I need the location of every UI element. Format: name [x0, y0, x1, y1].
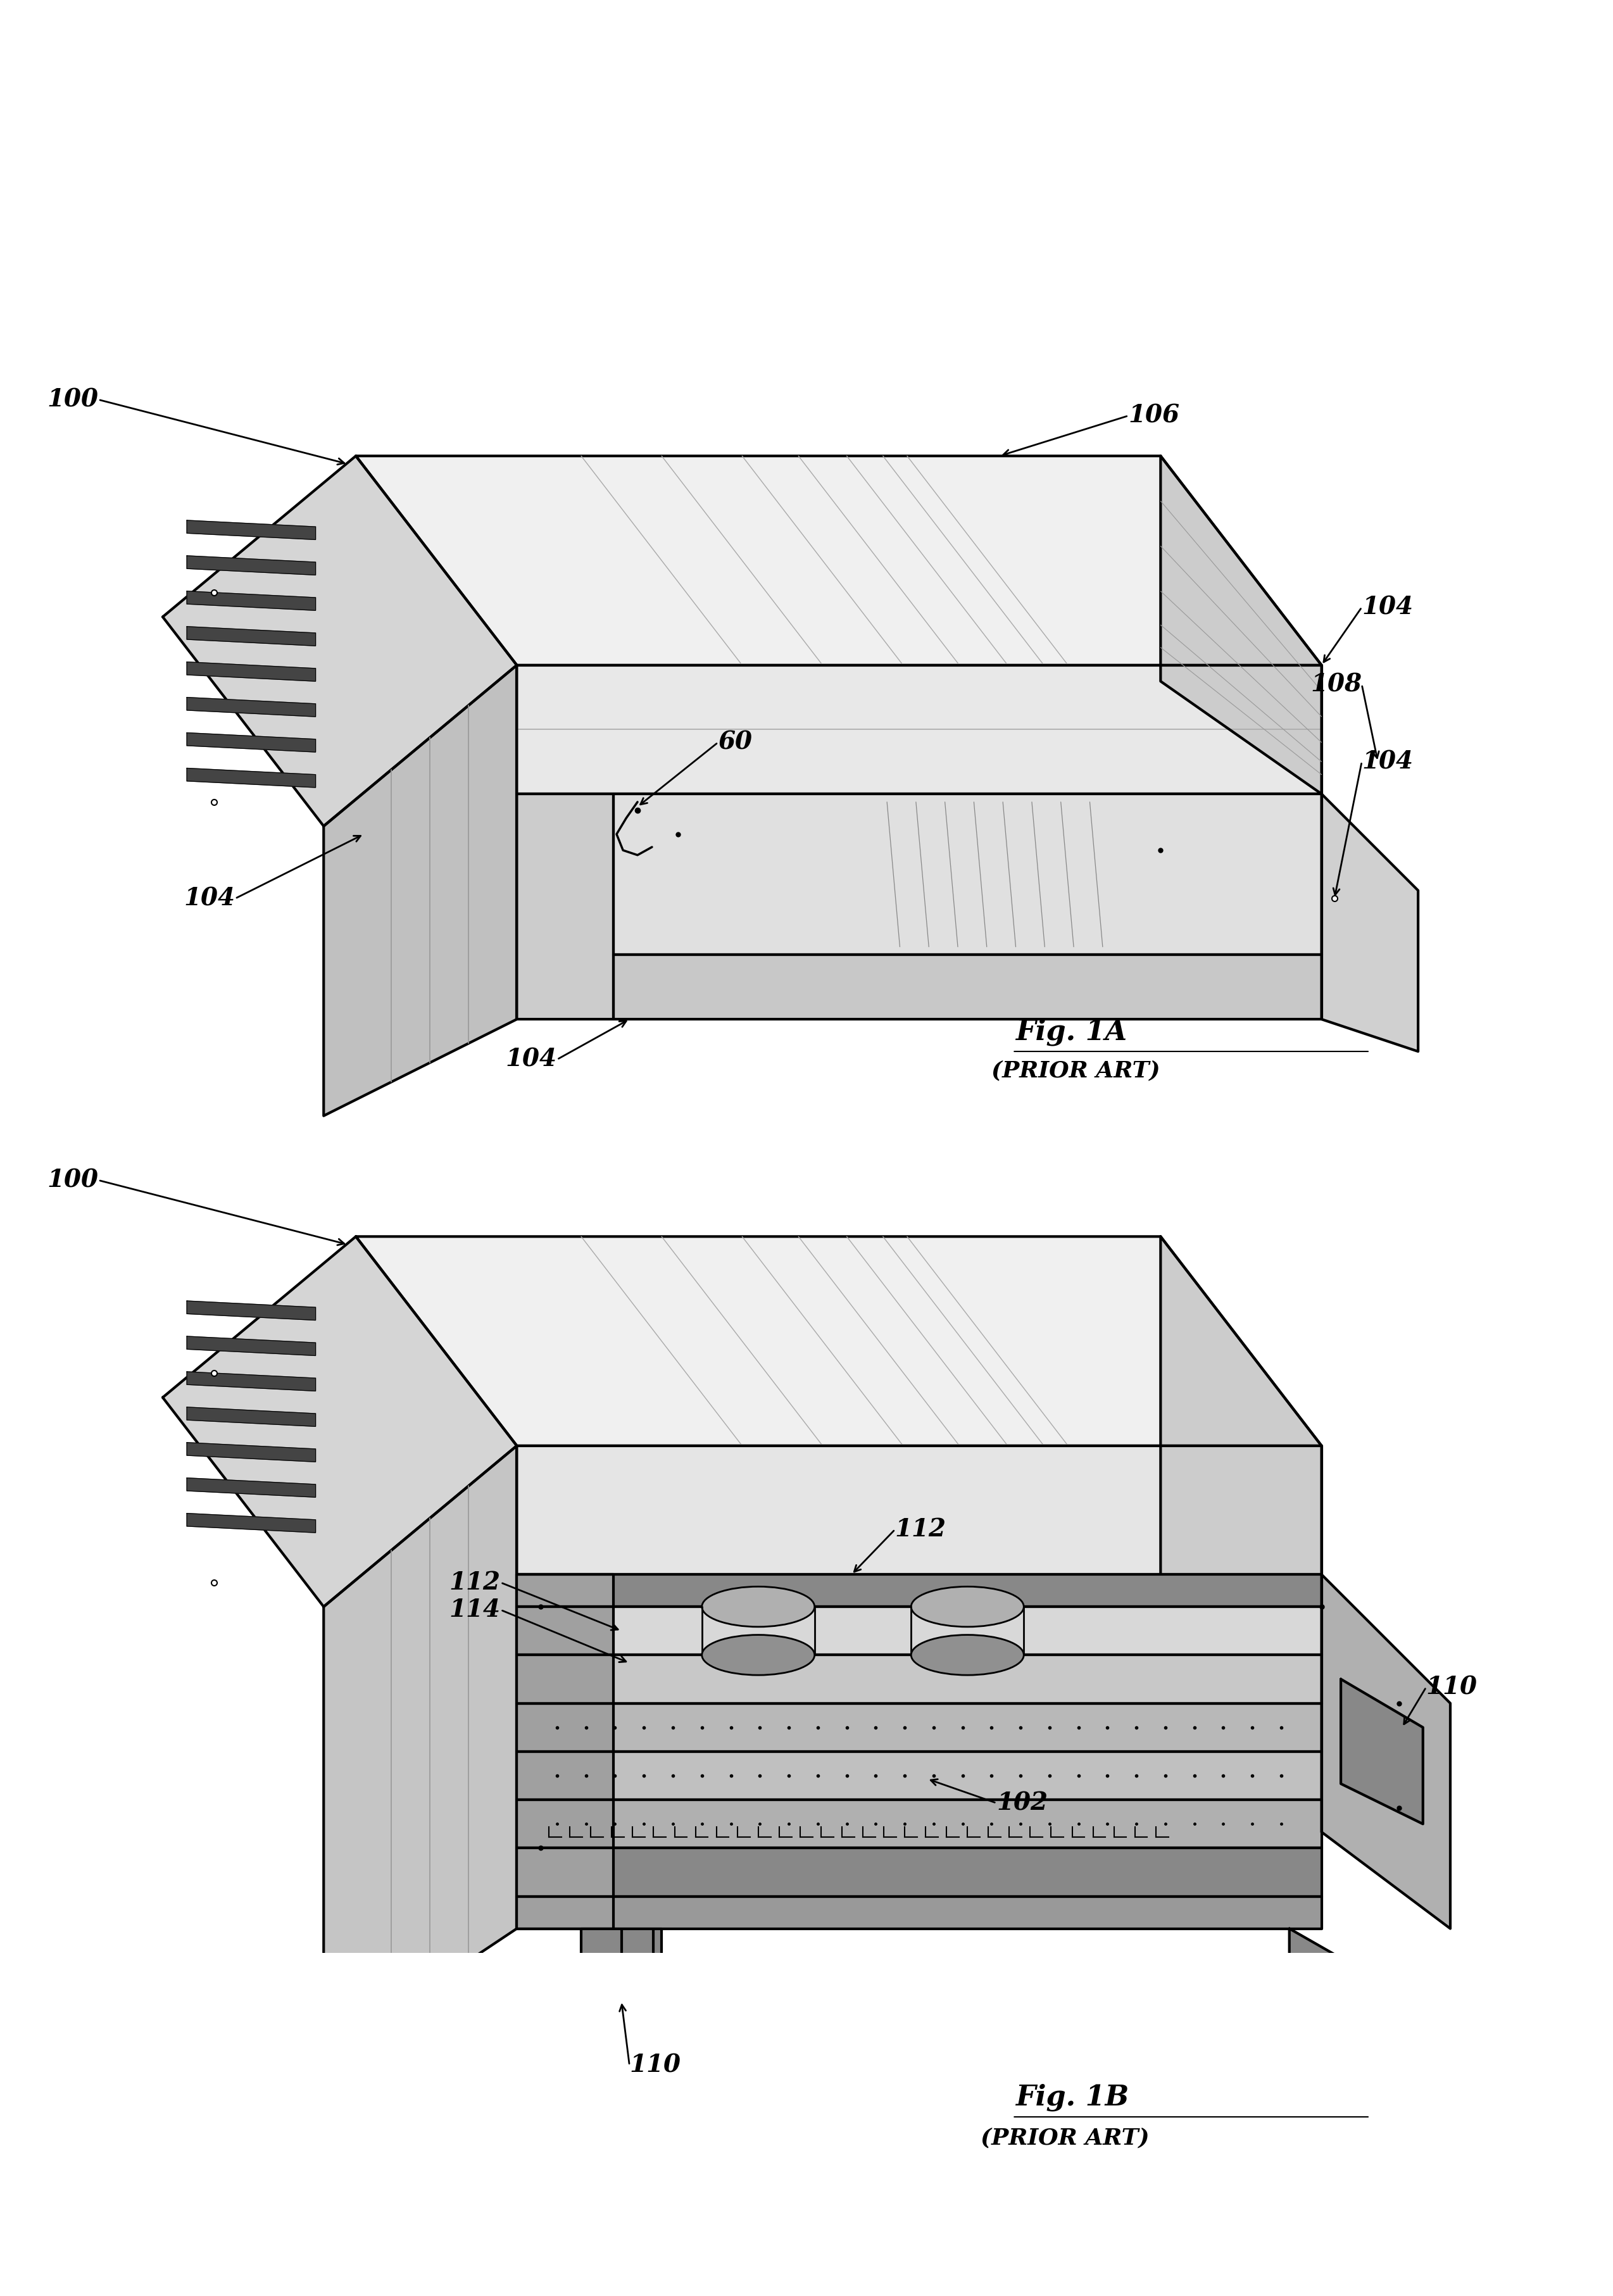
Polygon shape [187, 1336, 316, 1355]
Polygon shape [516, 1752, 1321, 1800]
Text: 104: 104 [1361, 751, 1413, 774]
Polygon shape [1340, 1678, 1423, 1823]
Text: 104: 104 [1361, 595, 1413, 620]
Text: (PRIOR ART): (PRIOR ART) [981, 2126, 1148, 2149]
Polygon shape [613, 794, 1321, 955]
Polygon shape [516, 1896, 1321, 1929]
Polygon shape [187, 1302, 316, 1320]
Polygon shape [356, 457, 1321, 666]
Polygon shape [356, 1238, 1321, 1446]
Polygon shape [516, 1575, 1321, 1607]
Polygon shape [516, 1800, 1321, 1848]
Ellipse shape [911, 1587, 1024, 1628]
Polygon shape [187, 661, 316, 682]
Polygon shape [187, 521, 316, 540]
Text: 104: 104 [184, 886, 235, 912]
Polygon shape [1161, 457, 1321, 794]
Polygon shape [613, 955, 1321, 1019]
Polygon shape [163, 457, 516, 827]
Polygon shape [516, 666, 1321, 794]
Text: 106: 106 [1129, 404, 1179, 427]
Polygon shape [187, 1513, 316, 1534]
Polygon shape [187, 732, 316, 753]
Text: 114: 114 [450, 1598, 500, 1621]
Text: 104: 104 [506, 1047, 556, 1072]
Polygon shape [516, 1575, 613, 1929]
Text: 112: 112 [895, 1518, 947, 1541]
Ellipse shape [702, 1635, 815, 1676]
Polygon shape [187, 590, 316, 611]
Text: 112: 112 [450, 1570, 500, 1596]
Polygon shape [516, 1446, 1321, 1575]
Ellipse shape [911, 1635, 1024, 1676]
Polygon shape [1321, 794, 1418, 1052]
Polygon shape [187, 1442, 316, 1463]
Text: 60: 60 [718, 730, 752, 755]
Text: 110: 110 [1426, 1676, 1478, 1699]
Text: 102: 102 [997, 1791, 1048, 1816]
Polygon shape [187, 698, 316, 716]
Polygon shape [187, 1407, 316, 1426]
Polygon shape [187, 1371, 316, 1391]
Polygon shape [516, 1848, 1321, 1896]
Text: 110: 110 [629, 2053, 681, 2078]
Polygon shape [187, 556, 316, 574]
Polygon shape [516, 1704, 1321, 1752]
Text: 100: 100 [47, 388, 98, 411]
Polygon shape [1161, 1238, 1321, 1929]
Polygon shape [516, 794, 613, 1019]
Text: Fig. 1B: Fig. 1B [1016, 2085, 1129, 2112]
Ellipse shape [702, 1587, 815, 1628]
Polygon shape [1321, 1575, 1450, 1929]
Polygon shape [1289, 1929, 1402, 2122]
Polygon shape [187, 769, 316, 788]
Polygon shape [516, 1607, 1321, 1655]
Polygon shape [163, 1238, 516, 1607]
Text: (PRIOR ART): (PRIOR ART) [992, 1061, 1160, 1081]
Polygon shape [187, 627, 316, 645]
Polygon shape [324, 1446, 516, 2057]
Text: 100: 100 [47, 1169, 98, 1192]
Polygon shape [324, 666, 516, 1116]
Polygon shape [516, 1655, 1321, 1704]
Polygon shape [581, 1929, 661, 2057]
Text: Fig. 1A: Fig. 1A [1016, 1019, 1127, 1047]
Text: 108: 108 [1310, 673, 1361, 696]
Polygon shape [187, 1479, 316, 1497]
